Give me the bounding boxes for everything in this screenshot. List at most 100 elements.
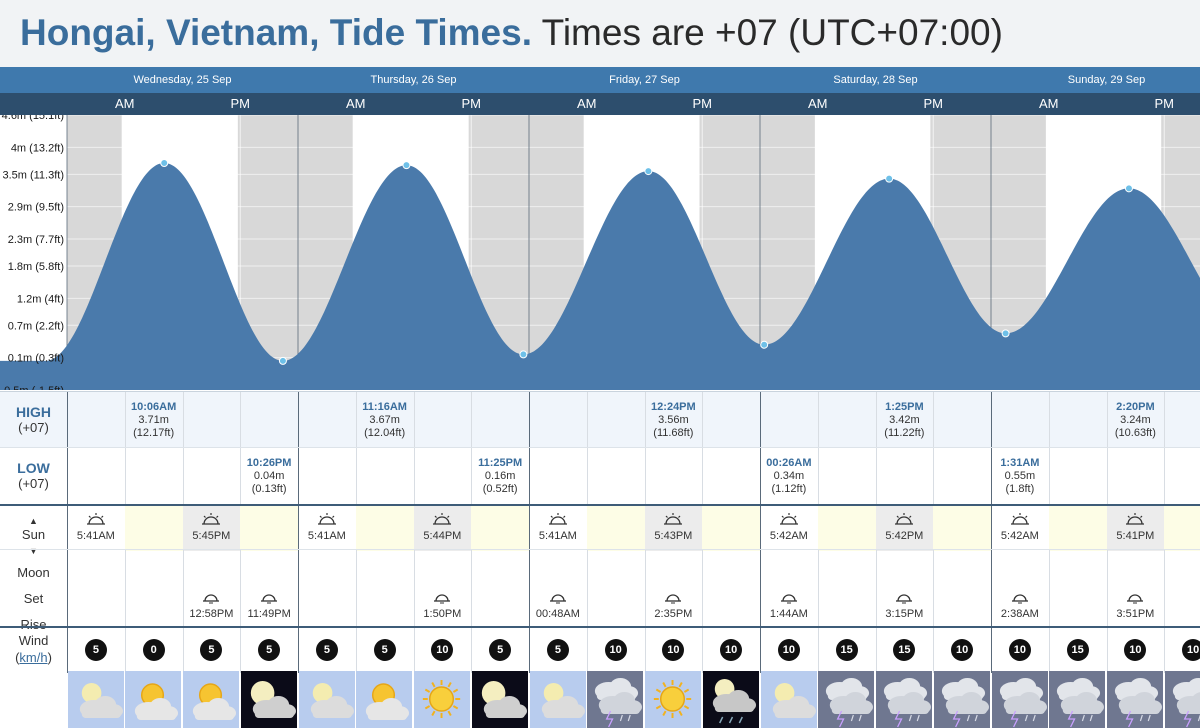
wind-speed-badge[interactable]: 10 (1008, 639, 1031, 661)
sunny-cloud-icon (125, 671, 182, 728)
am-label: AM (1039, 96, 1059, 111)
day-divider (529, 448, 530, 505)
tide-height-ft: (11.22ft) (884, 427, 925, 439)
moon-event-icon (183, 590, 241, 608)
y-axis-label: 2.9m (9.5ft) (8, 202, 64, 214)
tide-extremum-marker[interactable] (160, 158, 169, 167)
wind-speed-badge[interactable]: 10 (1124, 639, 1147, 661)
timezone-note: Times are +07 (UTC+07:00) (541, 12, 1003, 53)
wind-speed-badge[interactable]: 5 (200, 639, 223, 661)
moon-event-cell: 3:15PM (876, 590, 934, 621)
moon-event-time: 11:49PM (247, 608, 291, 620)
storm-icon (991, 671, 1049, 728)
tide-extremum-marker[interactable] (519, 350, 528, 359)
sunrise-time: 5:42AM (769, 530, 808, 542)
tide-extremum-marker[interactable] (278, 356, 287, 365)
tide-extremum-marker[interactable] (402, 161, 411, 170)
day-divider (529, 628, 530, 673)
column-divider (471, 392, 473, 448)
column-divider (355, 628, 357, 673)
moon-event-time: 3:15PM (885, 608, 924, 620)
wind-speed-badge[interactable]: 15 (835, 639, 858, 661)
tide-height-ft: (1.8ft) (1005, 483, 1035, 495)
column-divider (1048, 628, 1050, 673)
sunrise-cell: 5:42AM (991, 512, 1049, 543)
wind-speed-badge[interactable]: 10 (951, 639, 974, 661)
daylight-shade (817, 506, 876, 551)
day-divider (991, 550, 992, 627)
day-divider (67, 550, 68, 627)
moon-event-icon (876, 590, 934, 608)
moon-event-time: 3:51PM (1116, 608, 1155, 620)
y-axis-label: 0.1m (0.3ft) (8, 353, 64, 365)
sunset-time: 5:41PM (1116, 530, 1155, 542)
tide-time: 10:26PM (246, 457, 292, 469)
column-divider (586, 448, 588, 505)
tide-extremum-marker[interactable] (885, 174, 894, 183)
sunrise-cell: 5:41AM (529, 512, 587, 543)
column-divider (1164, 392, 1166, 448)
daylight-shade (933, 506, 991, 551)
pm-label: PM (692, 96, 713, 111)
storm-icon (876, 671, 933, 728)
low-tide-cell: 1:31AM 0.55m (1.8ft) (987, 457, 1053, 496)
wind-speed-badge[interactable]: 5 (546, 639, 569, 661)
column-divider (1048, 448, 1050, 505)
y-axis-label: 1.2m (4ft) (17, 293, 64, 305)
sunset-icon (183, 512, 241, 530)
wind-speed-badge[interactable]: 5 (315, 639, 338, 661)
tide-height-m: 3.71m (138, 414, 169, 426)
sunrise-time: 5:41AM (307, 530, 346, 542)
column-divider (413, 628, 415, 673)
sun-row-label[interactable]: ▲ Sun ▼ (21, 516, 46, 556)
column-divider (817, 392, 819, 448)
wind-speed-badge[interactable]: 10 (431, 639, 454, 661)
sunny-cloud-icon (183, 671, 240, 728)
low-row-label: LOW (+07) (17, 460, 50, 491)
wind-speed-badge[interactable]: 10 (662, 639, 685, 661)
wind-speed-badge[interactable]: 15 (893, 639, 916, 661)
partly-cloudy-icon (67, 671, 125, 728)
partly-cloudy-icon (298, 671, 356, 728)
high-tide-cell: 1:25PM 3.42m (11.22ft) (872, 401, 938, 440)
wind-speed-badge[interactable]: 0 (142, 639, 165, 661)
wind-speed-badge[interactable]: 10 (720, 639, 743, 661)
storm-icon (1049, 671, 1106, 728)
high-tide-cell: 10:06AM 3.71m (12.17ft) (121, 401, 187, 440)
column-divider (933, 448, 935, 505)
wind-speed-badge[interactable]: 5 (373, 639, 396, 661)
daylight-shade (240, 506, 298, 551)
wind-speed-badge[interactable]: 5 (489, 639, 512, 661)
moon-event-icon (529, 590, 587, 608)
moon-row: Moon Set Rise 12:58PM 11:49PM 1:50PM 00:48AM 2… (0, 549, 1200, 632)
column-divider (702, 392, 704, 448)
wind-speed-badge[interactable]: 5 (84, 639, 107, 661)
column-divider (355, 550, 357, 627)
tide-extremum-marker[interactable] (760, 340, 769, 349)
wind-unit-link[interactable]: km/h (19, 650, 48, 665)
day-label: Thursday, 26 Sep (370, 74, 457, 86)
wind-speed-badge[interactable]: 5 (258, 639, 281, 661)
wind-speed-badge[interactable]: 15 (1066, 639, 1089, 661)
column-divider (1164, 550, 1166, 627)
day-divider (298, 506, 299, 551)
tide-height-ft: (12.04ft) (364, 427, 406, 439)
am-label: AM (577, 96, 597, 111)
am-label: AM (115, 96, 135, 111)
column-divider (471, 448, 473, 505)
tide-extremum-marker[interactable] (644, 167, 653, 176)
column-divider (413, 448, 415, 505)
wind-speed-badge[interactable]: 10 (604, 639, 627, 661)
tide-extremum-marker[interactable] (1124, 184, 1133, 193)
column-divider (124, 628, 126, 673)
wind-speed-badge[interactable]: 10 (777, 639, 800, 661)
low-tide-cell: 11:25PM 0.16m (0.52ft) (467, 457, 533, 496)
wind-speed-badge[interactable]: 10 (1182, 639, 1200, 661)
tide-extremum-marker[interactable] (1001, 329, 1010, 338)
sunny-icon (414, 671, 471, 728)
sunset-icon (876, 512, 934, 530)
column-divider (1048, 550, 1050, 627)
column-divider (182, 448, 184, 505)
moon-event-cell: 00:48AM (529, 590, 587, 621)
low-tide-cell: 10:26PM 0.04m (0.13ft) (236, 457, 302, 496)
